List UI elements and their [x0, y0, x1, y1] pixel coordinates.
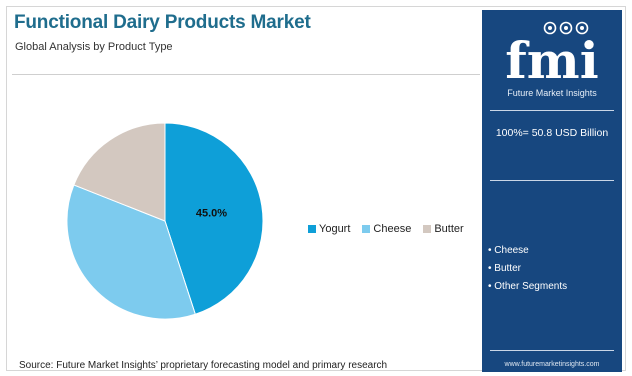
logo-text: fmi [505, 31, 598, 86]
segment-item-butter: • Butter [488, 263, 521, 274]
legend-label-cheese: Cheese [373, 223, 412, 235]
pie-slice-yogurt [164, 122, 264, 315]
market-total: 100%= 50.8 USD Billion [495, 127, 609, 139]
panel-rule-bottom [490, 350, 614, 351]
legend-item-butter: Butter [423, 223, 464, 235]
chart-title: Functional Dairy Products Market [14, 12, 311, 33]
legend-label-butter: Butter [434, 223, 464, 235]
brand-name: Future Market Insights [507, 88, 597, 98]
legend-label-yogurt: Yogurt [319, 223, 351, 235]
pie-slice-cheese [66, 184, 196, 320]
chart-legend: Yogurt Cheese Butter [308, 223, 464, 235]
legend-item-yogurt: Yogurt [308, 223, 350, 235]
chart-subtitle: Global Analysis by Product Type [15, 41, 173, 53]
header-divider [12, 74, 480, 75]
segment-item-cheese: • Cheese [488, 245, 529, 256]
chart-frame [6, 6, 626, 371]
data-label-yogurt: 45.0% [196, 208, 227, 220]
panel-rule-middle [490, 180, 614, 181]
segment-list: • Cheese • Butter • Other Segments [488, 242, 567, 296]
pie-slice-butter [73, 122, 166, 222]
fmi-logo: fmi [505, 21, 599, 86]
source-note: Source: Future Market Insights’ propriet… [19, 360, 388, 371]
website-url: www.futuremarketinsights.com [504, 361, 600, 368]
legend-swatch-butter [423, 225, 432, 233]
segment-item-other: • Other Segments [488, 281, 568, 292]
legend-swatch-yogurt [308, 225, 316, 233]
legend-item-cheese: Cheese [362, 223, 411, 235]
panel-rule-top [490, 110, 614, 111]
info-panel: fmi Future Market Insights 100%= 50.8 US… [482, 10, 622, 372]
legend-swatch-cheese [362, 225, 371, 233]
